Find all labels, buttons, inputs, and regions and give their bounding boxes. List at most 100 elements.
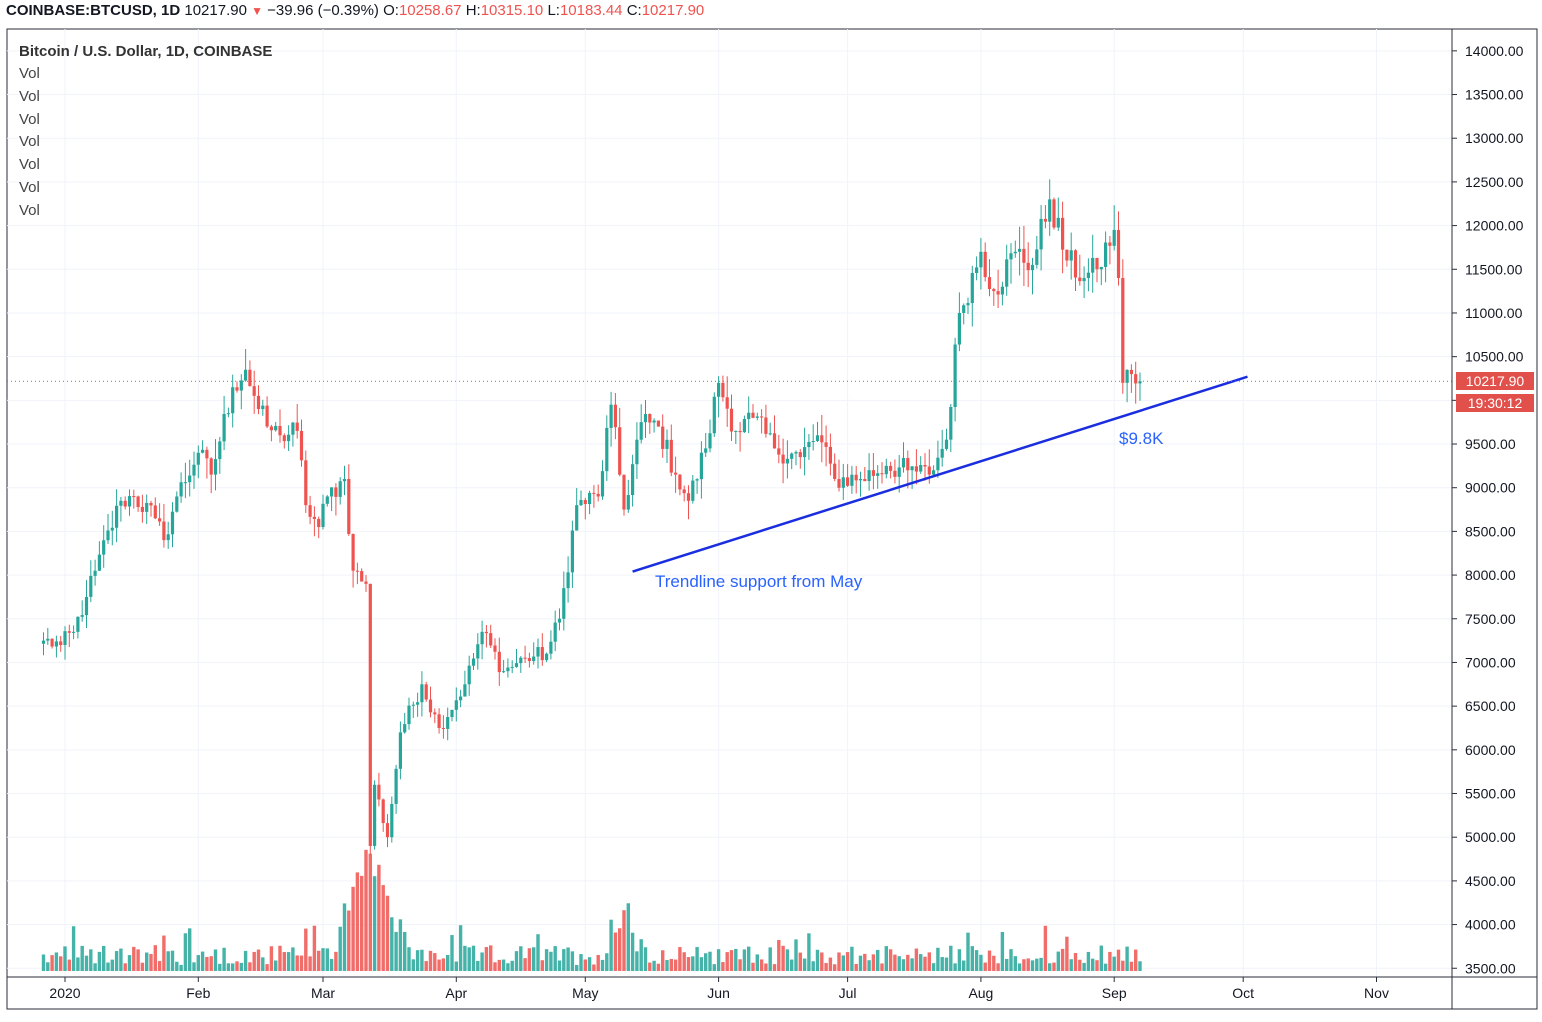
- volume-bar: [1116, 949, 1121, 971]
- volume-bar: [639, 939, 643, 971]
- candle-body: [729, 408, 734, 432]
- volume-bar: [1043, 925, 1048, 971]
- volume-bar: [618, 928, 622, 971]
- volume-bar: [54, 952, 59, 971]
- candle-body: [321, 503, 325, 528]
- volume-bar: [794, 939, 798, 971]
- candle-body: [1035, 249, 1039, 265]
- volume-bar: [334, 951, 338, 971]
- volume-bar: [205, 956, 209, 971]
- candle-body: [493, 645, 497, 652]
- volume-bar: [446, 955, 450, 971]
- volume-bar: [450, 935, 454, 971]
- candle-body: [351, 534, 355, 571]
- volume-bar: [235, 961, 239, 971]
- volume-bar: [622, 910, 626, 971]
- volume-bar: [506, 963, 510, 971]
- volume-legend-row[interactable]: Vol: [19, 87, 40, 105]
- candle-body: [803, 447, 807, 458]
- volume-bar: [368, 853, 372, 971]
- volume-legend-row[interactable]: Vol: [19, 156, 40, 174]
- candle-body: [665, 439, 669, 449]
- volume-bar: [820, 952, 824, 971]
- candle-body: [308, 505, 312, 517]
- candle-body: [463, 684, 467, 697]
- volume-legend-row[interactable]: Vol: [19, 133, 40, 151]
- volume-bar: [46, 962, 50, 971]
- y-tick-label: 7000.00: [1465, 654, 1516, 670]
- volume-bar: [321, 948, 325, 971]
- candle-body: [347, 478, 351, 535]
- last-price-tag: 10217.90: [1456, 372, 1534, 390]
- volume-bar: [312, 925, 317, 971]
- volume-bar: [390, 917, 394, 971]
- candle-body: [906, 458, 910, 471]
- candle-body: [1104, 242, 1108, 267]
- candle-body: [1138, 381, 1142, 384]
- trendline-layer[interactable]: [7, 375, 1452, 573]
- candle-body: [471, 658, 476, 666]
- volume-bar: [265, 964, 269, 971]
- x-tick-label: Jul: [839, 985, 857, 1001]
- candle-body: [282, 435, 286, 442]
- candle-body: [760, 416, 764, 418]
- candle-body: [919, 465, 923, 472]
- last-price: 10217.90: [184, 2, 247, 19]
- volume-bar: [974, 950, 979, 971]
- candle-body: [1061, 217, 1065, 250]
- volume-bar: [1056, 951, 1060, 971]
- candle-body: [41, 640, 46, 644]
- symbol-label[interactable]: COINBASE:BTCUSD, 1D: [6, 2, 181, 19]
- candle-body: [506, 667, 510, 672]
- volume-legend-row[interactable]: Vol: [19, 65, 40, 82]
- candle-body: [957, 312, 961, 345]
- candle-body: [63, 631, 67, 645]
- volume-bar: [738, 959, 742, 971]
- candle-body: [1121, 278, 1125, 383]
- volume-legend-row[interactable]: Vol: [19, 110, 40, 128]
- candle-body: [179, 482, 183, 497]
- candle-body: [50, 638, 54, 647]
- time-axis[interactable]: 2020 Feb Mar Apr May Jun Jul Aug Sep Oct Nov: [49, 977, 1389, 1001]
- volume-bar: [93, 963, 97, 971]
- volume-bar: [1039, 957, 1043, 971]
- candle-body: [373, 784, 377, 846]
- volume-bar: [600, 959, 605, 971]
- y-tick-label: 14000.00: [1465, 43, 1524, 59]
- candle-body: [355, 570, 359, 572]
- candle-body: [407, 705, 411, 725]
- price-axis[interactable]: 14000.00 13500.00 13000.00 12500.00 12000.00…: [1452, 43, 1524, 976]
- candle-body: [966, 303, 970, 306]
- candle-body: [979, 251, 983, 268]
- candle-body: [450, 709, 454, 718]
- volume-bar: [768, 947, 772, 971]
- x-tick-label: May: [572, 985, 598, 1001]
- volume-bar: [888, 949, 893, 971]
- volume-legend-row[interactable]: Vol: [19, 201, 40, 219]
- candle-body: [269, 426, 273, 431]
- volume-bar: [433, 953, 437, 971]
- candle-body: [901, 458, 906, 468]
- candle-body: [523, 657, 527, 659]
- volume-bar: [1129, 961, 1134, 971]
- volume-legend-row[interactable]: Vol: [19, 178, 40, 196]
- candle-body: [798, 452, 802, 458]
- volume-bar: [824, 963, 828, 971]
- candle-body: [385, 823, 390, 838]
- candle-body: [1022, 248, 1026, 263]
- volume-bar: [919, 954, 923, 971]
- candle-body: [609, 404, 613, 428]
- volume-bar: [884, 946, 888, 971]
- candle-body: [738, 430, 742, 433]
- trendline[interactable]: [632, 375, 1248, 573]
- volume-bar: [695, 947, 699, 971]
- candle-body: [846, 477, 850, 486]
- volume-bar: [1073, 953, 1078, 971]
- volume-bar: [721, 962, 725, 971]
- candle-body: [867, 470, 871, 482]
- candle-body: [54, 641, 58, 647]
- candle-body: [557, 618, 562, 623]
- volume-bar: [519, 946, 523, 971]
- volume-bar: [979, 954, 983, 971]
